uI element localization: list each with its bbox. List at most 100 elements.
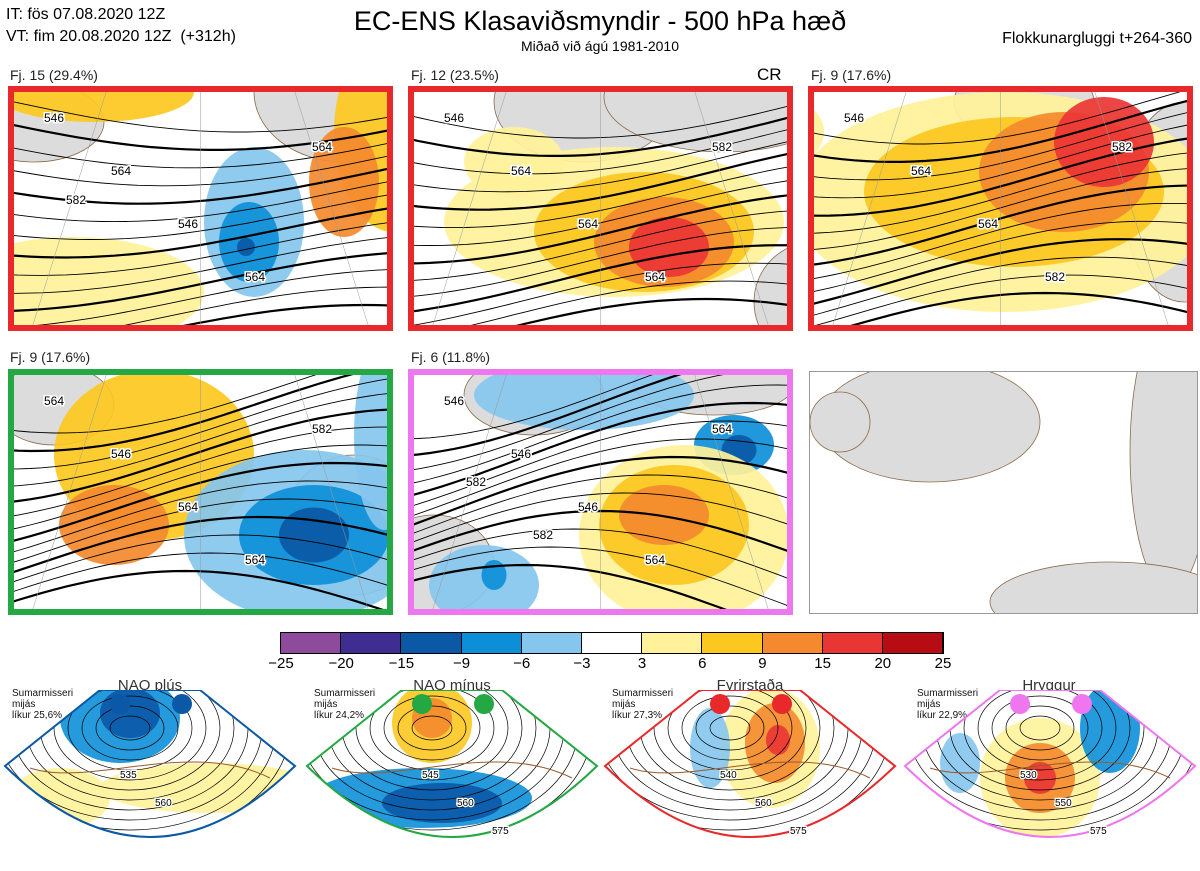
colorbar-tick-label: −25 bbox=[268, 655, 294, 672]
colorbar-tick-label: −9 bbox=[452, 655, 471, 672]
contour-label: 582 bbox=[466, 475, 486, 489]
height-contour bbox=[814, 152, 1187, 234]
regime-map: 530 550 575 bbox=[903, 690, 1197, 854]
regime-frame bbox=[603, 690, 897, 838]
height-contour bbox=[814, 137, 1187, 217]
contour-label: 546 bbox=[844, 111, 864, 125]
coastline bbox=[929, 761, 1171, 779]
graticule-line bbox=[432, 375, 507, 609]
height-contour bbox=[814, 168, 1187, 250]
contour-label: 546 bbox=[111, 447, 131, 461]
contour-label: 564 bbox=[111, 164, 131, 178]
colorbar-segment bbox=[642, 633, 703, 653]
cluster-map-1: 546 564 546 564 564 582 bbox=[8, 86, 393, 331]
regime-contour bbox=[109, 715, 151, 741]
colorbar-tick-label: 15 bbox=[814, 655, 831, 672]
regime-marker bbox=[172, 694, 192, 714]
height-contour bbox=[414, 528, 787, 579]
regime-contour-label: 535 bbox=[120, 770, 137, 781]
regime-map: 545 560 575 bbox=[305, 690, 599, 838]
anomaly-area bbox=[309, 127, 379, 237]
regime-contour-label: 560 bbox=[457, 798, 474, 809]
height-contour bbox=[814, 184, 1187, 266]
height-contour bbox=[414, 375, 653, 440]
graticule-line bbox=[1094, 92, 1169, 325]
height-contour bbox=[814, 124, 1187, 199]
height-contour bbox=[814, 256, 1187, 316]
regime-maps: 535 560 545 560 575 540 560 575 530 550 575 bbox=[3, 690, 1197, 854]
regime-anomaly bbox=[1025, 842, 1055, 854]
contour-label: 564 bbox=[978, 217, 998, 231]
height-contour bbox=[14, 480, 387, 553]
height-contour bbox=[14, 498, 387, 563]
regime-contour bbox=[991, 695, 1089, 761]
cluster-map-svg: 546 564 546 564 564 582 bbox=[14, 92, 387, 325]
height-contour bbox=[14, 375, 354, 453]
cluster-map-2: 546 564 564 564 582 bbox=[408, 86, 793, 331]
graticule-line bbox=[294, 375, 369, 609]
anomaly-area bbox=[814, 109, 824, 155]
colorbar-segment bbox=[461, 633, 522, 653]
colorbar-tick-label: 9 bbox=[758, 655, 767, 672]
colorbar-tick-label: −15 bbox=[388, 655, 415, 672]
cluster-map-svg: 564 546 564 564 582 bbox=[14, 375, 387, 609]
contour-label: 546 bbox=[44, 111, 64, 125]
regime-marker bbox=[474, 694, 494, 714]
height-contour bbox=[414, 262, 787, 325]
panel-2-label: Fj. 12 (23.5%) bbox=[411, 67, 499, 83]
height-contour bbox=[14, 194, 387, 240]
regime-frame bbox=[305, 690, 599, 838]
empty-map-panel bbox=[809, 371, 1198, 614]
height-contour bbox=[470, 280, 787, 325]
cluster-map-svg: 546 564 564 564 582 bbox=[414, 92, 787, 325]
regime-contour-label: 545 bbox=[422, 770, 439, 781]
contour-label: 564 bbox=[578, 217, 598, 231]
colorbar-segment bbox=[341, 633, 402, 653]
coastline bbox=[29, 761, 271, 779]
panel-1-label: Fj. 15 (29.4%) bbox=[10, 67, 98, 83]
contour-label: 582 bbox=[1112, 140, 1132, 154]
regime-anomaly bbox=[10, 768, 110, 828]
regime-marker bbox=[1010, 694, 1030, 714]
height-contour bbox=[414, 244, 787, 313]
page-subtitle: Miðað við ágú 1981-2010 bbox=[520, 38, 679, 54]
colorbar-tick-label: −3 bbox=[573, 655, 591, 672]
regime-contour bbox=[667, 690, 793, 771]
height-contour bbox=[14, 408, 387, 503]
contour-label: 564 bbox=[645, 270, 665, 284]
colorbar-segment bbox=[521, 633, 582, 653]
regime-frame bbox=[3, 690, 297, 838]
graticule-line bbox=[32, 92, 107, 325]
height-contour bbox=[814, 238, 1187, 305]
height-contour bbox=[14, 552, 387, 592]
height-contour bbox=[14, 123, 387, 151]
height-contour bbox=[14, 222, 387, 276]
contour-label: 582 bbox=[533, 528, 553, 542]
empty-map-svg bbox=[810, 372, 1197, 613]
colorbar-segment bbox=[581, 633, 643, 653]
height-contour bbox=[414, 153, 787, 211]
regime-anomaly bbox=[766, 725, 790, 755]
height-contour bbox=[814, 112, 1187, 181]
height-contour bbox=[14, 101, 387, 133]
regime-contour-label: 560 bbox=[155, 798, 172, 809]
panel-4-label: Fj. 9 (17.6%) bbox=[10, 349, 91, 365]
anomaly-area bbox=[619, 485, 709, 545]
colorbar-tick-label: 25 bbox=[934, 655, 952, 672]
regime-contour bbox=[1005, 705, 1075, 751]
contour-label: 564 bbox=[44, 394, 64, 408]
height-contour bbox=[14, 426, 387, 517]
colorbar-tick-label: 3 bbox=[637, 655, 647, 672]
cluster-map-5: 546 546 546 564 564 582 582 bbox=[408, 369, 793, 615]
regime-marker bbox=[412, 694, 432, 714]
contour-label: 546 bbox=[578, 500, 598, 514]
height-contour bbox=[414, 509, 787, 552]
height-contour bbox=[414, 129, 787, 175]
anomaly-area bbox=[237, 238, 255, 256]
height-contour bbox=[14, 237, 387, 294]
height-contour bbox=[14, 378, 387, 470]
panel-5-label: Fj. 6 (11.8%) bbox=[411, 349, 491, 365]
graticule-line bbox=[832, 92, 907, 325]
height-contour bbox=[14, 207, 387, 259]
regime-contour-label: 560 bbox=[755, 798, 772, 809]
